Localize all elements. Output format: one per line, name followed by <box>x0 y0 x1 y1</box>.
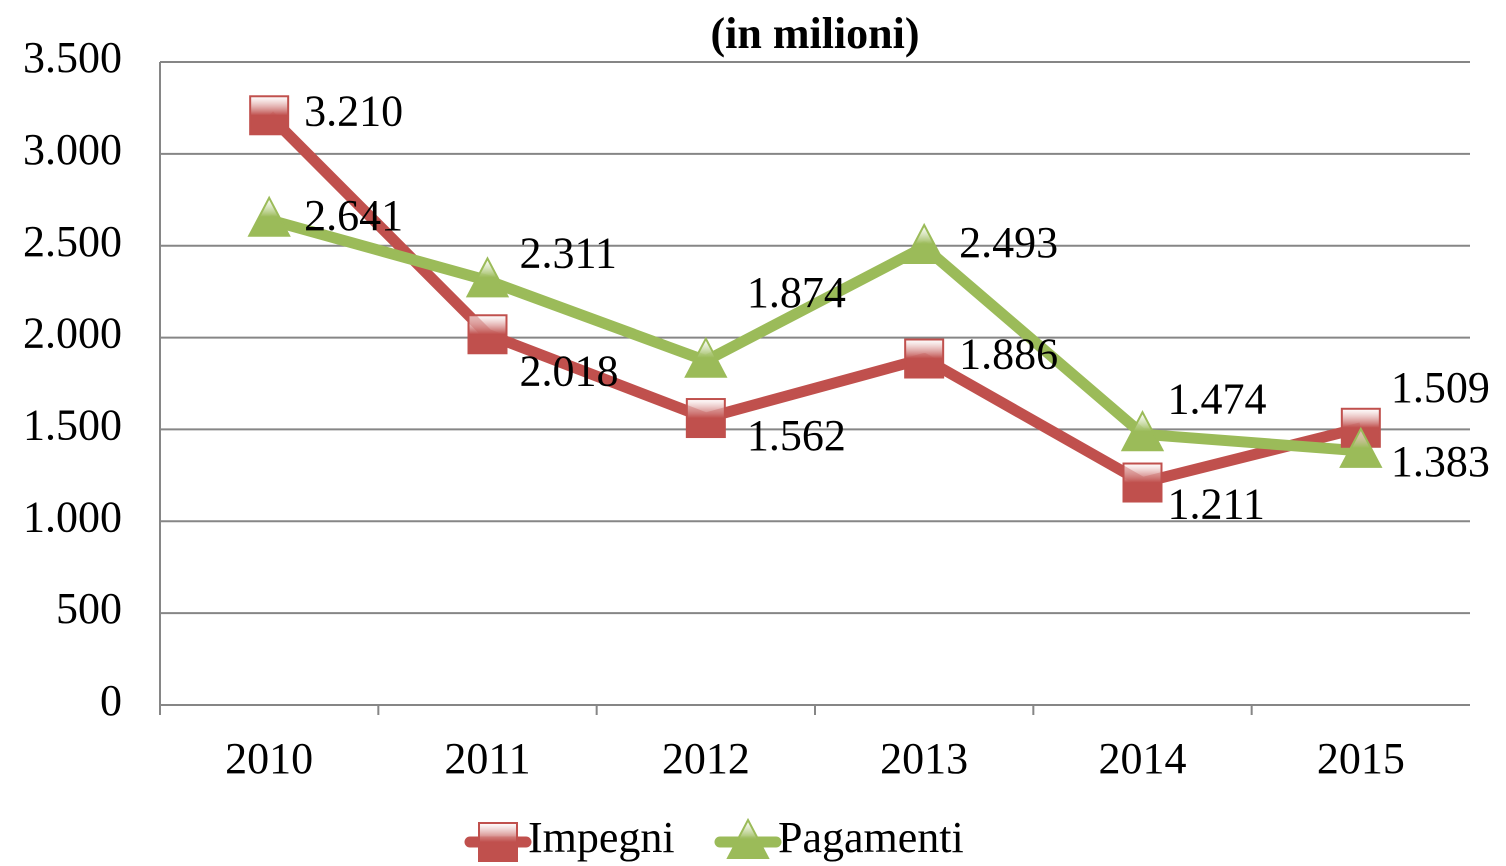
y-tick-label: 3.500 <box>23 33 122 82</box>
chart-title: (in milioni) <box>710 9 919 58</box>
x-tick-label: 2013 <box>880 734 968 783</box>
value-label: 2.493 <box>959 218 1058 267</box>
value-label: 1.211 <box>1168 480 1265 529</box>
value-label: 1.383 <box>1391 437 1490 486</box>
y-tick-label: 500 <box>56 584 122 633</box>
x-tick-label: 2010 <box>225 734 313 783</box>
y-tick-label: 1.000 <box>23 492 122 541</box>
value-label: 1.886 <box>959 330 1058 379</box>
value-label: 1.874 <box>747 268 846 317</box>
value-label: 1.562 <box>747 411 846 460</box>
point-marker <box>1122 462 1163 503</box>
x-tick-label: 2015 <box>1317 734 1405 783</box>
point-marker <box>1120 410 1165 452</box>
x-tick-label: 2014 <box>1099 734 1187 783</box>
point-marker <box>467 314 508 355</box>
series-line <box>265 111 1363 489</box>
y-tick-label: 2.500 <box>23 217 122 266</box>
value-label: 2.641 <box>304 191 403 240</box>
legend-marker <box>478 822 518 862</box>
point-marker <box>247 195 291 237</box>
value-label: 3.210 <box>304 86 403 135</box>
y-tick-label: 0 <box>100 676 122 725</box>
point-marker <box>1339 426 1383 468</box>
point-marker <box>685 398 726 439</box>
point-marker <box>902 222 946 265</box>
value-label: 2.018 <box>520 346 619 395</box>
point-marker <box>249 95 290 136</box>
series-line <box>267 214 1362 457</box>
legend-marker <box>726 817 770 859</box>
point-marker <box>684 336 728 378</box>
point-marker <box>904 338 945 379</box>
value-label: 1.509 <box>1391 363 1490 412</box>
point-marker <box>465 256 510 298</box>
y-tick-label: 3.000 <box>23 125 122 174</box>
value-label: 2.311 <box>520 229 617 278</box>
x-tick-label: 2011 <box>444 734 530 783</box>
y-tick-label: 1.500 <box>23 401 122 450</box>
x-tick-label: 2012 <box>662 734 750 783</box>
legend-label: Pagamenti <box>778 813 964 862</box>
y-tick-label: 2.000 <box>23 309 122 358</box>
legend-label: Impegni <box>528 813 675 862</box>
value-label: 1.474 <box>1168 374 1267 423</box>
